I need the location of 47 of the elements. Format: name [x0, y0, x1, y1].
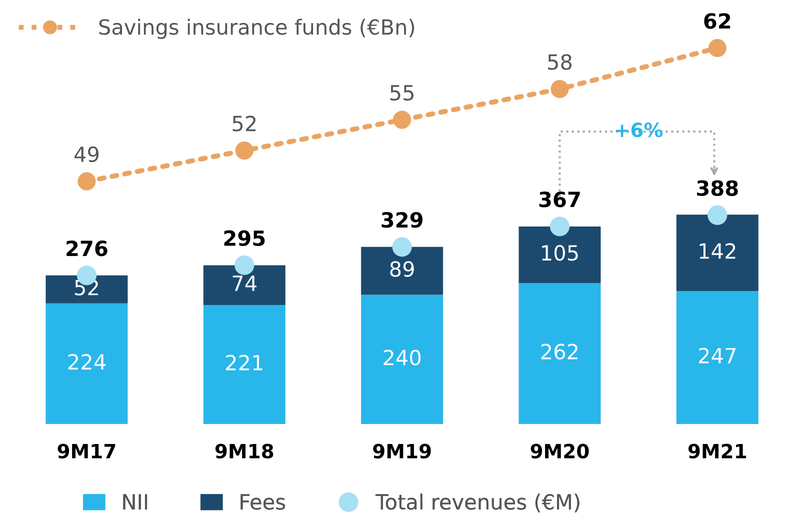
legend-label: Savings insurance funds (€Bn)	[99, 18, 414, 39]
point	[550, 216, 570, 236]
annotation: +6%	[616, 122, 663, 138]
data-label: 388	[697, 180, 738, 196]
bar	[676, 214, 758, 292]
point	[708, 38, 726, 58]
data-label: 329	[382, 212, 422, 228]
point	[392, 237, 412, 257]
data-label: 58	[548, 54, 572, 70]
data-label: 295	[224, 230, 265, 246]
x-tick-label: 9M17	[58, 444, 116, 458]
point	[234, 255, 254, 276]
data-label: 89	[390, 261, 414, 277]
data-label: 49	[74, 146, 99, 162]
point	[550, 80, 569, 98]
data-label: 55	[390, 85, 414, 101]
bar	[676, 291, 758, 424]
data-label: 142	[700, 243, 736, 259]
legend-label: Total revenues (€M)	[376, 494, 580, 512]
point	[393, 110, 412, 129]
bar	[203, 305, 286, 424]
x-tick-label: 9M20	[530, 444, 589, 458]
x-tick-label: 9M21	[688, 444, 746, 458]
data-label: 74	[232, 276, 256, 291]
data-label: 52	[232, 116, 256, 132]
x-tick-label: 9M19	[373, 444, 431, 458]
data-label: 367	[539, 192, 580, 208]
legend-label: Fees	[240, 494, 285, 510]
data-label: 247	[699, 348, 736, 364]
data-label: 62	[704, 13, 730, 29]
bar	[518, 282, 601, 424]
x-tick-label: 9M18	[215, 444, 274, 458]
point	[235, 142, 254, 160]
point	[78, 172, 96, 190]
data-label: 276	[66, 240, 108, 256]
data-label: 105	[542, 244, 578, 261]
bar	[518, 226, 601, 283]
bar	[46, 303, 128, 424]
data-label: 221	[226, 354, 262, 370]
data-label: 240	[384, 350, 421, 366]
data-label: 224	[68, 354, 106, 370]
bar	[361, 246, 444, 295]
point	[708, 205, 728, 225]
bar	[203, 265, 286, 306]
bar	[361, 294, 444, 424]
legend-label: NII	[123, 494, 148, 510]
data-label: 262	[541, 344, 578, 360]
